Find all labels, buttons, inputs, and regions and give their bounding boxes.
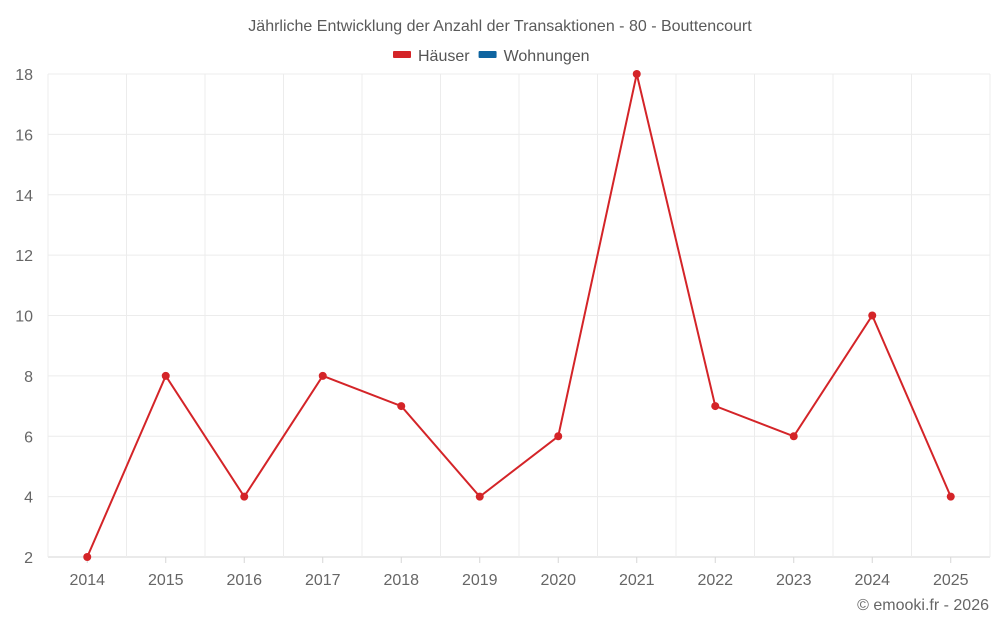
data-point[interactable] [475,492,484,501]
x-axis: 2014 2015 2016 2017 2018 2019 2020 2021 2022 2023… [69,557,969,589]
data-point[interactable] [711,402,720,411]
data-point[interactable] [240,492,249,501]
x-tick-label: 2016 [226,572,262,589]
grid [47,73,991,558]
data-point[interactable] [397,402,406,411]
y-axis: 2 4 6 8 10 12 14 16 18 [15,67,33,567]
data-point[interactable] [318,371,327,380]
x-tick-label: 2017 [305,572,341,589]
x-tick-label: 2020 [540,572,576,589]
y-tick-label: 16 [15,127,33,144]
series-line [86,73,952,558]
x-tick-label: 2022 [697,572,733,589]
y-tick-label: 12 [15,248,33,265]
data-point[interactable] [554,432,563,441]
data-point[interactable] [632,70,641,78]
data-point[interactable] [161,371,170,380]
y-tick-label: 14 [15,188,33,205]
x-tick-label: 2024 [854,572,890,589]
x-tick-label: 2015 [148,572,184,589]
data-point[interactable] [789,432,798,441]
series [83,70,955,561]
data-point[interactable] [946,492,955,501]
x-tick-label: 2021 [619,572,655,589]
legend-swatch [393,51,411,58]
y-tick-label: 8 [24,369,33,386]
legend-item[interactable]: Häuser [418,48,470,65]
x-tick-label: 2014 [69,572,105,589]
y-tick-label: 18 [15,67,33,84]
y-tick-label: 6 [24,429,33,446]
x-tick-label: 2023 [776,572,812,589]
x-tick-label: 2019 [462,572,498,589]
y-tick-label: 10 [15,309,33,326]
data-point[interactable] [83,553,92,561]
legend-swatch [478,51,497,58]
legend: Häuser Wohnungen [393,48,590,65]
x-tick-label: 2018 [383,572,419,589]
y-tick-label: 2 [24,550,33,567]
legend-item[interactable]: Wohnungen [504,48,590,65]
chart-title: Jährliche Entwicklung der Anzahl der Tra… [248,18,752,35]
y-tick-label: 4 [24,490,33,507]
x-tick-label: 2025 [933,572,969,589]
credit-text: © emooki.fr - 2026 [857,597,989,614]
data-point[interactable] [868,311,877,320]
